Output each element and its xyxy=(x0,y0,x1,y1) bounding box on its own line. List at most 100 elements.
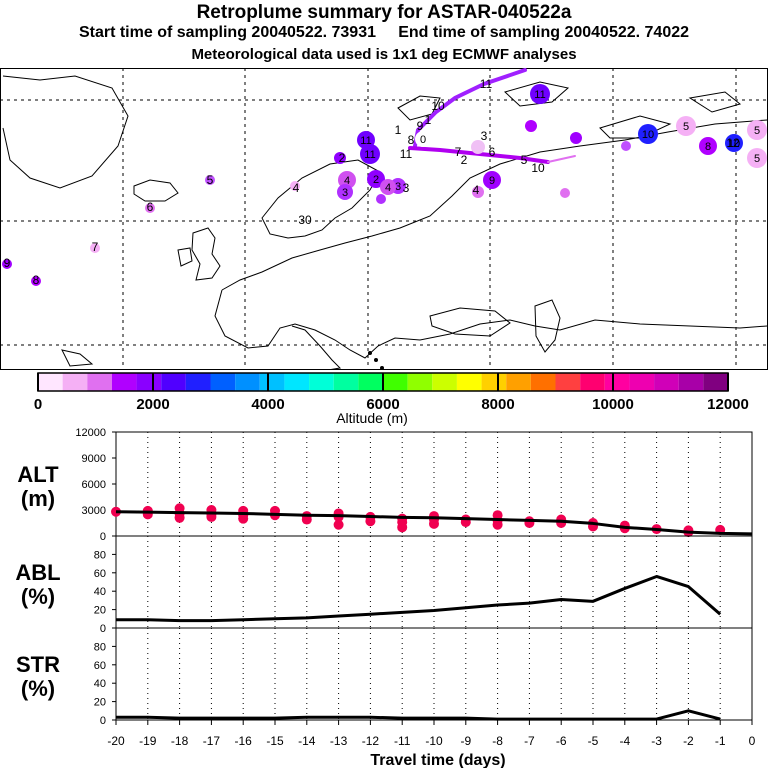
y-tick-label: 0 xyxy=(100,531,106,543)
x-tick-label: -9 xyxy=(460,734,471,748)
colorbar-tick-label: 10000 xyxy=(592,396,634,413)
colorbar-swatch xyxy=(284,373,310,391)
plume-marker xyxy=(472,186,484,198)
plume-marker xyxy=(483,171,501,189)
altitude-point xyxy=(365,516,376,527)
altitude-point xyxy=(174,512,185,523)
y-tick-label: 9000 xyxy=(82,453,106,465)
altitude-point xyxy=(301,514,312,525)
x-tick-label: 0 xyxy=(749,734,756,748)
plume-marker-label: 5 xyxy=(754,125,760,137)
x-tick-label: -3 xyxy=(651,734,662,748)
colorbar-swatch xyxy=(506,373,531,391)
plume-marker xyxy=(290,181,300,191)
colorbar-tick-label: 12000 xyxy=(707,396,749,413)
x-tick-label: -13 xyxy=(330,734,348,748)
colorbar-swatch xyxy=(703,373,728,391)
plume-marker xyxy=(676,116,696,136)
y-tick-label: 0 xyxy=(100,623,106,635)
trajectory-label: 11 xyxy=(400,147,413,161)
trajectory-label: 9 xyxy=(4,256,11,270)
y-tick-label: 40 xyxy=(94,678,106,690)
trajectory-label: 12 xyxy=(726,136,740,150)
trajectory-label: 1 xyxy=(395,123,402,137)
plume-marker xyxy=(145,203,155,213)
x-tick-label: -19 xyxy=(139,734,157,748)
colorbar-tick-label: 0 xyxy=(34,396,42,413)
plume-marker xyxy=(530,84,550,104)
plume-marker-label: 4 xyxy=(385,182,391,194)
plume-marker-label: 11 xyxy=(360,135,371,147)
colorbar-swatch xyxy=(87,373,112,391)
colorbar-swatch xyxy=(481,373,507,391)
plot-title: Retroplume summary for ASTAR-040522a xyxy=(196,2,572,23)
trajectory-label: 8 xyxy=(33,273,40,287)
series-line-alt xyxy=(115,510,753,536)
plume-marker-label: 11 xyxy=(364,149,375,161)
trajectory-paths xyxy=(408,68,576,164)
plume-marker xyxy=(570,132,582,144)
x-tick-label: -11 xyxy=(394,734,411,748)
y-tick-label: 80 xyxy=(94,641,106,653)
colorbar-swatch xyxy=(432,373,457,391)
plume-marker xyxy=(699,137,717,155)
colorbar-swatch xyxy=(185,373,211,391)
x-tick-label: -4 xyxy=(619,734,630,748)
plume-marker xyxy=(747,148,767,168)
plume-marker-label: 3 xyxy=(342,187,348,199)
plume-marker-label: 5 xyxy=(683,121,689,133)
map-frame xyxy=(0,68,768,370)
plume-marker-label: 9 xyxy=(489,175,495,187)
colorbar-swatch xyxy=(555,373,581,391)
y-tick-label: 60 xyxy=(94,568,106,580)
colorbar-swatch xyxy=(407,373,433,391)
x-tick-label: -2 xyxy=(683,734,694,748)
plume-marker xyxy=(334,152,346,164)
y-tick-label: 3000 xyxy=(82,505,106,517)
panel-label: STR xyxy=(16,652,60,677)
colorbar-tick-label: 4000 xyxy=(251,396,284,413)
panel-str: 0 20 40 60 80 STR(%) xyxy=(16,627,753,727)
y-tick-label: 12000 xyxy=(75,427,106,439)
sampling-time-line: Start time of sampling 20040522. 73931 E… xyxy=(78,24,690,41)
plume-marker xyxy=(337,184,353,200)
colorbar-swatch xyxy=(136,373,162,391)
plume-marker-label: 5 xyxy=(754,153,760,165)
colorbar-swatch xyxy=(333,373,359,391)
colorbar-swatch xyxy=(629,373,655,391)
x-axis-label: Travel time (days) xyxy=(370,752,505,768)
panel-unit: (%) xyxy=(21,676,55,701)
y-tick-label: 40 xyxy=(94,586,106,598)
plume-marker-label: 3 xyxy=(395,181,401,193)
colorbar-swatch xyxy=(580,373,605,391)
colorbar-swatch xyxy=(678,373,704,391)
x-tick-label: -10 xyxy=(425,734,443,748)
plume-marker xyxy=(525,120,537,132)
altitude-point xyxy=(333,519,344,530)
x-tick-label: -17 xyxy=(203,734,221,748)
x-tick-label: -18 xyxy=(171,734,189,748)
trajectory-label: 11 xyxy=(480,77,493,91)
panel-alt: 0 3000 6000 9000 12000 ALT(m) xyxy=(17,427,753,543)
plume-marker xyxy=(205,175,215,185)
altitude-colorbar: 0 2000 4000 6000 8000 10000 12000 Altitude (m) xyxy=(34,372,749,426)
plume-marker xyxy=(357,131,375,149)
map-graticule xyxy=(0,68,768,370)
colorbar-swatch xyxy=(38,373,63,391)
plume-marker xyxy=(415,131,431,147)
trajectory-label: 9 xyxy=(417,119,424,133)
x-tick-label: -7 xyxy=(524,734,535,748)
colorbar-swatch xyxy=(456,373,482,391)
time-series-chart: 030006000900012000ALT(m)020406080ABL(%)0… xyxy=(15,427,756,768)
plume-marker xyxy=(367,170,385,188)
plume-marker xyxy=(725,134,743,152)
trajectory-label: 8 xyxy=(408,133,415,147)
trajectory-label: 7 xyxy=(455,145,462,159)
plume-marker xyxy=(471,140,485,154)
y-tick-label: 80 xyxy=(94,549,106,561)
trajectory-label: 3 xyxy=(403,181,410,195)
colorbar-swatch xyxy=(111,373,137,391)
